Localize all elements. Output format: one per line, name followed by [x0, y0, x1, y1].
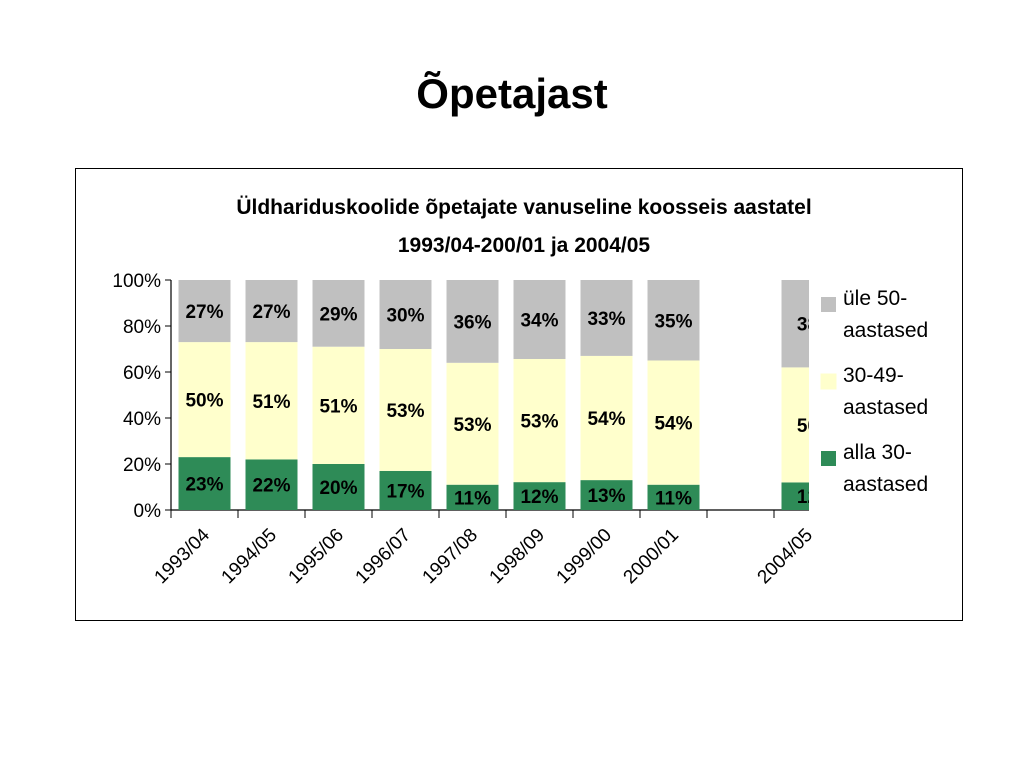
- legend-entry: 30-49-aastased: [843, 364, 928, 419]
- data-label: 54%: [654, 414, 692, 435]
- data-label: 23%: [185, 475, 223, 496]
- bar-segment: [379, 470, 432, 510]
- data-label: 53%: [520, 412, 558, 433]
- x-tick-label: 1998/09: [486, 525, 549, 588]
- data-label: 51%: [319, 396, 357, 417]
- bar-segment: [647, 280, 700, 361]
- x-tick-label: 1999/00: [553, 525, 616, 588]
- legend-entry: üle 50-aastased: [843, 287, 928, 342]
- data-label: 53%: [453, 415, 491, 436]
- data-label: 27%: [185, 302, 223, 323]
- bar-segment: [245, 459, 298, 510]
- bar-segment: [312, 280, 365, 347]
- y-tick-label: 100%: [112, 271, 161, 292]
- stacked-bar-chart: Üldhariduskoolide õpetajate vanuseline k…: [112, 196, 941, 588]
- data-label: 53%: [386, 401, 424, 422]
- bar-segment: [245, 280, 298, 343]
- x-tick-label: 1996/07: [352, 525, 415, 588]
- y-tick-label: 20%: [123, 455, 161, 476]
- data-label: 20%: [319, 478, 357, 499]
- bar-segment: [312, 346, 365, 464]
- bar-segment: [446, 484, 499, 510]
- slide-title: Õpetajast: [416, 70, 608, 117]
- data-label: 50%: [185, 391, 223, 412]
- bars: 23% 50% 27% 22% 51% 27% 20% 51% 29% 17% 53% 30% 11% 5…: [178, 280, 834, 510]
- data-label: 11%: [454, 488, 491, 509]
- data-label: 33%: [587, 309, 625, 330]
- bar-segment: [580, 355, 633, 481]
- bar-segment: [513, 280, 566, 359]
- x-tick-label: 1997/08: [419, 525, 482, 588]
- bar-segment: [178, 457, 231, 510]
- data-label: 36%: [453, 312, 491, 333]
- data-label: 30%: [386, 306, 424, 327]
- bar-segment: [178, 342, 231, 458]
- legend-background: [809, 279, 941, 519]
- bar-segment: [513, 358, 566, 483]
- data-label: 34%: [520, 310, 558, 331]
- data-label: 22%: [252, 476, 290, 497]
- data-label: 35%: [654, 311, 692, 332]
- legend-entry: alla 30-aastased: [843, 441, 928, 496]
- data-label: 12%: [520, 487, 558, 508]
- bar-segment: [647, 360, 700, 485]
- data-label: 29%: [319, 304, 357, 325]
- data-label: 11%: [655, 488, 692, 509]
- bar-segment: [446, 280, 499, 363]
- x-tick-label: 2004/05: [754, 525, 817, 588]
- bar-segment: [379, 280, 432, 349]
- bar-segment: [647, 484, 700, 510]
- data-label: 13%: [587, 486, 625, 507]
- chart-title-line-2: 1993/04-200/01 ja 2004/05: [398, 234, 651, 257]
- data-label: 54%: [587, 409, 625, 430]
- bar-segment: [245, 342, 298, 460]
- y-tick-label: 60%: [123, 363, 161, 384]
- data-label: 51%: [252, 392, 290, 413]
- bar-segment: [312, 464, 365, 510]
- bar-segment: [580, 280, 633, 356]
- legend-swatch: [821, 297, 836, 312]
- x-tick-label: 1994/05: [218, 525, 281, 588]
- bar-segment: [178, 280, 231, 343]
- x-tick-label: 1993/04: [151, 524, 215, 588]
- legend-swatch: [821, 451, 836, 466]
- data-label: 17%: [386, 481, 424, 502]
- bar-segment: [580, 480, 633, 510]
- x-tick-label: 2000/01: [620, 525, 683, 588]
- y-tick-label: 40%: [123, 409, 161, 430]
- chart-title-line-1: Üldhariduskoolide õpetajate vanuseline k…: [236, 196, 811, 219]
- legend-swatch: [820, 373, 837, 390]
- legend: üle 50-aastased 30-49-aastased alla 30-aas…: [809, 279, 941, 519]
- bar-segment: [513, 482, 566, 510]
- chart-frame: Üldhariduskoolide õpetajate vanuseline k…: [75, 168, 963, 621]
- x-tick-label: 1995/06: [285, 525, 348, 588]
- bar-segment: [379, 349, 432, 471]
- y-tick-label: 80%: [123, 317, 161, 338]
- y-tick-label: 0%: [134, 501, 162, 522]
- bar-segment: [446, 362, 499, 485]
- data-label: 27%: [252, 302, 290, 323]
